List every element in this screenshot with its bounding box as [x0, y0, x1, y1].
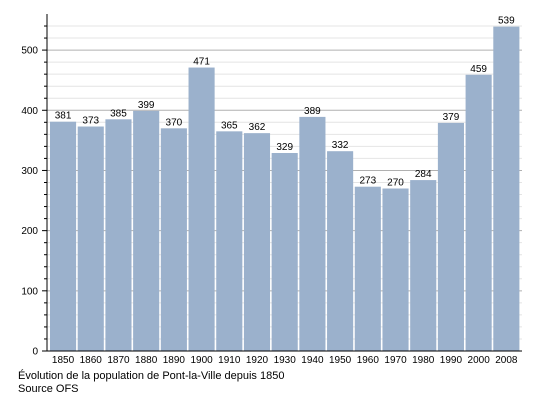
x-axis: 1850 1860 1870 1880 1890 1900 1910 1920 1930 1940… — [47, 350, 522, 366]
value-label-1850: 381 — [55, 111, 72, 122]
bar-1920 — [243, 133, 271, 351]
y-tick-label-300: 300 — [21, 166, 38, 177]
x-tick-label-1970: 1970 — [384, 355, 407, 366]
x-tick-label-1980: 1980 — [412, 355, 435, 366]
value-labels: 381 373 385 399 370 471 365 362 329 389 332 273 270 2… — [55, 16, 515, 189]
x-tick-label-2000: 2000 — [468, 355, 491, 366]
value-label-1940: 389 — [304, 106, 321, 117]
value-label-1870: 385 — [110, 108, 127, 119]
bar-2000 — [465, 74, 492, 352]
x-tick-label-1940: 1940 — [301, 355, 324, 366]
chart-caption: Évolution de la population de Pont-la-Vi… — [18, 370, 285, 382]
value-label-1880: 399 — [138, 100, 155, 111]
value-label-1970: 270 — [387, 178, 404, 189]
y-tick-label-100: 100 — [21, 286, 38, 297]
bar-1970 — [382, 188, 409, 351]
bar-1950 — [327, 151, 354, 351]
value-label-2008: 539 — [498, 16, 515, 27]
bar-1850 — [50, 121, 77, 351]
bar-1940 — [299, 116, 326, 351]
bar-1980 — [410, 180, 437, 351]
value-label-1920: 362 — [249, 122, 266, 133]
x-tick-label-1920: 1920 — [246, 355, 269, 366]
y-tick-label-400: 400 — [21, 106, 38, 117]
value-label-1960: 273 — [359, 176, 376, 187]
x-tick-label-1850: 1850 — [52, 355, 75, 366]
value-label-1900: 471 — [193, 57, 210, 68]
y-tick-label-500: 500 — [21, 46, 38, 57]
bar-1900 — [188, 67, 215, 351]
value-label-1930: 329 — [276, 142, 293, 153]
bar-1870 — [105, 119, 132, 351]
bar-1960 — [354, 186, 381, 351]
y-tick-label-0: 0 — [32, 347, 38, 358]
x-tick-label-1960: 1960 — [357, 355, 380, 366]
bar-1880 — [133, 110, 160, 351]
bar-1860 — [77, 126, 104, 351]
x-tick-label-1900: 1900 — [190, 355, 213, 366]
y-axis: 0 100 200 300 400 500 — [21, 14, 48, 358]
x-tick-label-1910: 1910 — [218, 355, 241, 366]
chart-source: Source OFS — [18, 383, 79, 395]
x-tick-label-1890: 1890 — [163, 355, 186, 366]
value-label-1860: 373 — [82, 116, 99, 127]
value-label-1910: 365 — [221, 120, 238, 131]
x-tick-label-1870: 1870 — [107, 355, 130, 366]
x-tick-label-1880: 1880 — [135, 355, 158, 366]
bar-1930 — [271, 153, 298, 351]
bar-1910 — [216, 131, 243, 351]
value-label-1990: 379 — [443, 112, 460, 123]
value-label-1890: 370 — [166, 117, 183, 128]
bar-2008 — [493, 26, 520, 352]
x-tick-label-1930: 1930 — [274, 355, 297, 366]
x-tick-label-1860: 1860 — [80, 355, 103, 366]
value-label-2000: 459 — [470, 64, 487, 75]
x-tick-label-1950: 1950 — [329, 355, 352, 366]
bar-1990 — [437, 122, 464, 351]
value-label-1950: 332 — [332, 140, 349, 151]
x-tick-label-1990: 1990 — [440, 355, 463, 366]
x-tick-label-2008: 2008 — [495, 355, 518, 366]
bars — [50, 26, 520, 352]
bar-1890 — [160, 128, 187, 351]
value-label-1980: 284 — [415, 169, 432, 180]
y-tick-label-200: 200 — [21, 226, 38, 237]
